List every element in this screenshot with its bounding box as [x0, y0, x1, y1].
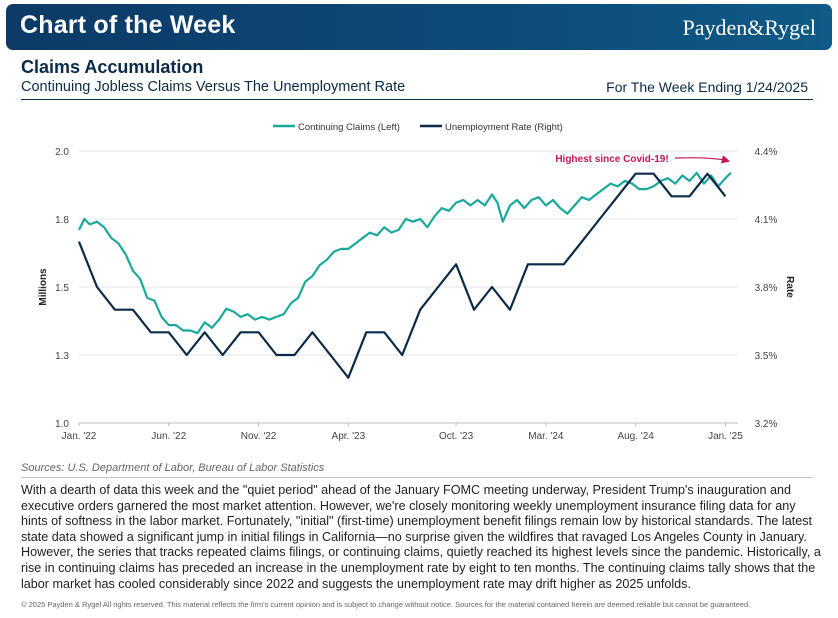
y-left-tick-label: 2.0: [55, 147, 69, 158]
chart-legend: Continuing Claims (Left) Unemployment Rat…: [273, 122, 563, 133]
commentary-text: With a dearth of data this week and the …: [21, 483, 821, 591]
x-tick-label: Oct. '23: [439, 431, 474, 442]
continuing-claims-line: [78, 171, 732, 335]
chart-subtitle: Continuing Jobless Claims Versus The Une…: [21, 79, 406, 95]
y-right-tick-label: 3.2%: [755, 419, 778, 430]
annotation-label: Highest since Covid-19!: [555, 154, 668, 165]
y-left-tick-label: 1.5: [55, 283, 69, 294]
disclaimer-footer: © 2025 Payden & Rygel All rights reserve…: [21, 600, 751, 609]
x-tick-label: Apr. '23: [332, 431, 366, 442]
sources-note: Sources: U.S. Department of Labor, Burea…: [21, 462, 325, 474]
y-right-tick-label: 4.1%: [755, 215, 778, 226]
x-tick-label: Nov. '22: [241, 431, 277, 442]
header-divider: [21, 99, 813, 100]
week-ending-label: For The Week Ending 1/24/2025: [606, 79, 808, 95]
y-right-tick-label: 3.8%: [755, 283, 778, 294]
y-right-axis-title: Rate: [784, 276, 795, 298]
y-right-tick-label: 4.4%: [755, 147, 778, 158]
y-right-tick-label: 3.5%: [755, 351, 778, 362]
sources-divider: [21, 477, 813, 478]
unemployment-rate-line: [77, 172, 727, 379]
legend-label: Continuing Claims (Left): [298, 122, 400, 133]
y-left-tick-label: 1.3: [55, 351, 69, 362]
y-left-tick-label: 1.8: [55, 215, 69, 226]
x-tick-label: Jan. '25: [708, 431, 743, 442]
y-left-axis-title: Millions: [38, 268, 49, 306]
legend-label: Unemployment Rate (Right): [445, 122, 563, 133]
y-left-tick-label: 1.0: [55, 419, 69, 430]
annotation-arrow: [674, 155, 731, 164]
title-banner: Chart of the Week Payden&Rygel: [6, 4, 832, 50]
banner-title: Chart of the Week: [20, 11, 236, 39]
x-tick-label: Jan. '22: [62, 431, 97, 442]
x-tick-label: Jun. '22: [151, 431, 186, 442]
x-tick-label: Mar. '24: [528, 431, 564, 442]
chart-area: Continuing Claims (Left) Unemployment Rat…: [38, 122, 795, 442]
brand-logo: Payden&Rygel: [682, 15, 816, 40]
chart-headline: Claims Accumulation: [21, 57, 204, 77]
x-tick-label: Aug. '24: [617, 431, 654, 442]
